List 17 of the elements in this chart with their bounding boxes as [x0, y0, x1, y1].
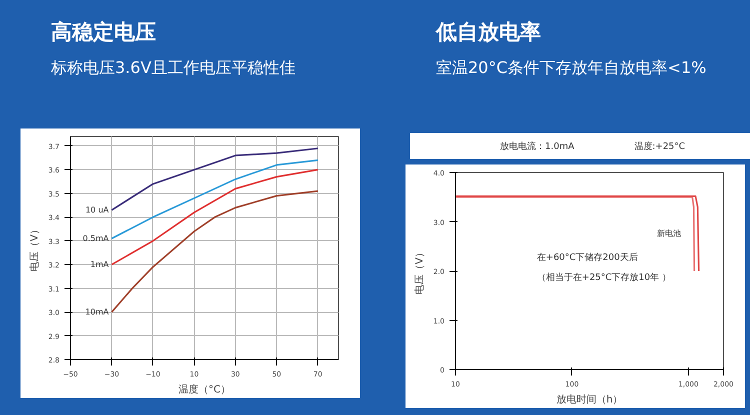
chart-title: 高稳定电压	[51, 19, 157, 46]
series-label: 10 uA	[85, 206, 110, 215]
text: 新电池	[656, 229, 681, 238]
series-label: 0.5mA	[82, 234, 110, 244]
annotation: （相当于在+25°C下存放10年 ）	[536, 272, 672, 283]
text: 温度:+25°C	[634, 142, 686, 152]
chart-title: 低自放电率	[436, 19, 542, 46]
x-axis-title: 放电时间（h）	[556, 394, 623, 406]
series-label: 1mA	[90, 260, 110, 270]
x-axis-title: 温度（°C）	[178, 384, 230, 396]
chart-subtitle: 室温20°C条件下存放年自放电率<1%	[436, 57, 706, 79]
y-axis-title: 电压（V）	[413, 248, 426, 294]
y-axis-title: 电压（V）	[28, 224, 40, 272]
series-label: 10mA	[85, 308, 110, 317]
chart-subtitle: 标称电压3.6V且工作电压平稳性佳	[51, 57, 296, 79]
text: 放电电流：1.0mA	[500, 142, 574, 152]
annotation: 在+60°C下储存200天后	[536, 252, 638, 264]
